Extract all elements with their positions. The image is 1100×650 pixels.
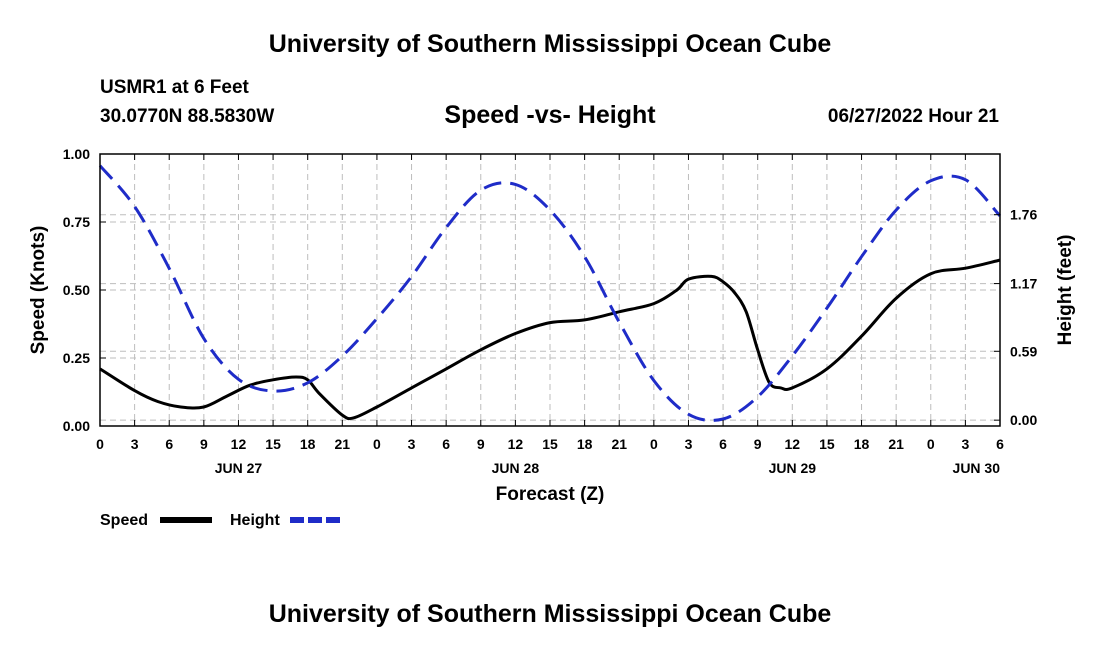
y-tick-label: 1.00 [63, 146, 90, 162]
x-tick-label: 6 [165, 436, 173, 452]
page-title: University of Southern Mississippi Ocean… [268, 30, 832, 58]
x-tick-label: 6 [719, 436, 727, 452]
x-tick-label: 0 [373, 436, 381, 452]
y-tick-label: 0.00 [63, 418, 90, 434]
x-tick-label: 12 [508, 436, 524, 452]
chart-title: Speed -vs- Height [444, 101, 656, 129]
x-tick-label: 15 [819, 436, 835, 452]
y2-tick-label: 0.59 [1010, 343, 1037, 359]
y2-axis-label: Height (feet) [1055, 235, 1076, 346]
x-tick-label: 15 [542, 436, 558, 452]
x-tick-label: 9 [477, 436, 485, 452]
footer-title: University of Southern Mississippi Ocean… [268, 600, 832, 628]
day-label: JUN 29 [769, 460, 817, 476]
x-axis-label: Forecast (Z) [496, 484, 605, 505]
legend: Speed Height [100, 512, 342, 529]
x-tick-label: 3 [685, 436, 693, 452]
x-tick-label: 0 [96, 436, 104, 452]
grid-layer [100, 154, 1000, 426]
y2-tick-label: 0.00 [1010, 412, 1037, 428]
x-tick-label: 3 [408, 436, 416, 452]
x-tick-label: 18 [300, 436, 316, 452]
day-label: JUN 27 [215, 460, 263, 476]
series-line-speed [99, 258, 1001, 421]
x-tick-label: 21 [888, 436, 904, 452]
series-line-height [98, 164, 1002, 422]
day-label: JUN 30 [953, 460, 1001, 476]
y2-tick-label: 1.17 [1010, 276, 1037, 292]
x-tick-label: 9 [200, 436, 208, 452]
x-tick-label: 15 [265, 436, 281, 452]
x-tick-label: 18 [854, 436, 870, 452]
day-label: JUN 28 [492, 460, 540, 476]
x-tick-label: 0 [927, 436, 935, 452]
x-tick-label: 3 [131, 436, 139, 452]
x-tick-label: 18 [577, 436, 593, 452]
station-label: USMR1 at 6 Feet [100, 77, 249, 98]
forecast-datetime: 06/27/2022 Hour 21 [827, 106, 999, 127]
x-tick-label: 6 [996, 436, 1004, 452]
x-tick-label: 21 [611, 436, 627, 452]
x-tick-label: 12 [231, 436, 247, 452]
x-tick-label: 0 [650, 436, 658, 452]
x-tick-label: 12 [785, 436, 801, 452]
y-axis-label: Speed (Knots) [28, 226, 49, 355]
legend-label-height: Height [230, 512, 280, 529]
x-tick-label: 9 [754, 436, 762, 452]
series-layer [98, 164, 1002, 422]
y-tick-label: 0.25 [63, 350, 90, 366]
station-coordinates: 30.0770N 88.5830W [100, 106, 275, 127]
legend-label-speed: Speed [100, 512, 148, 529]
x-tick-label: 6 [442, 436, 450, 452]
y-tick-label: 0.75 [63, 214, 90, 230]
y2-tick-label: 1.76 [1010, 207, 1037, 223]
x-tick-label: 3 [961, 436, 969, 452]
y-tick-label: 0.50 [63, 282, 90, 298]
x-tick-label: 21 [335, 436, 351, 452]
tick-layer: 0 3 6 9 12 15 18 21 0 3 6 9 12 15 18 21 0 3 6 9 12 15 18 21 0 3 6 J… [63, 146, 1038, 476]
